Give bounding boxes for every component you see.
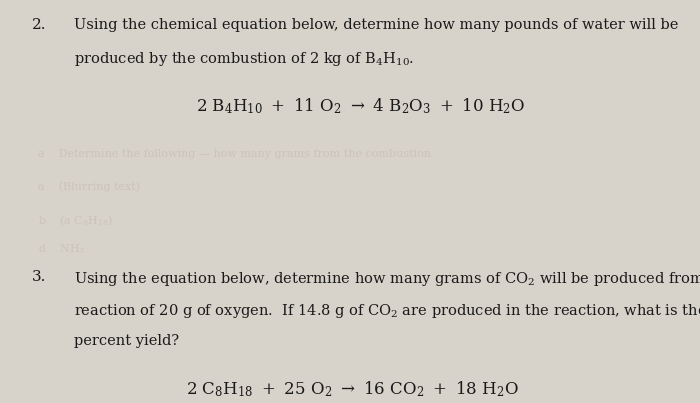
- Text: percent yield?: percent yield?: [74, 334, 178, 349]
- Text: Using the chemical equation below, determine how many pounds of water will be: Using the chemical equation below, deter…: [74, 18, 678, 32]
- Text: reaction of 20 g of oxygen.  If 14.8 g of $\mathregular{CO_2}$ are produced in t: reaction of 20 g of oxygen. If 14.8 g of…: [74, 302, 700, 320]
- Text: b    (a $\mathregular{C_8H_{18}}$): b (a $\mathregular{C_8H_{18}}$): [38, 214, 113, 228]
- Text: d    $\mathregular{NH_3}$: d $\mathregular{NH_3}$: [38, 242, 85, 256]
- Text: $\mathregular{2\ C_8H_{18}\ +\ 25\ O_2\ \rightarrow\ 16\ CO_2\ +\ 18\ H_2O}$: $\mathregular{2\ C_8H_{18}\ +\ 25\ O_2\ …: [186, 379, 519, 399]
- Text: Using the equation below, determine how many grams of $\mathregular{CO_2}$ will : Using the equation below, determine how …: [74, 270, 700, 288]
- Text: a    Determine the following — how many grams from the combustion: a Determine the following — how many gra…: [38, 149, 432, 159]
- Text: $\mathregular{2\ B_4H_{10}\ +\ 11\ O_2\ \rightarrow\ 4\ B_2O_3\ +\ 10\ H_2O}$: $\mathregular{2\ B_4H_{10}\ +\ 11\ O_2\ …: [196, 97, 526, 116]
- Text: produced by the combustion of 2 kg of $\mathregular{B_4H_{10}}$.: produced by the combustion of 2 kg of $\…: [74, 50, 414, 69]
- Text: a    (Blurring text): a (Blurring text): [38, 181, 141, 192]
- Text: 2.: 2.: [32, 18, 46, 32]
- Text: 3.: 3.: [32, 270, 46, 284]
